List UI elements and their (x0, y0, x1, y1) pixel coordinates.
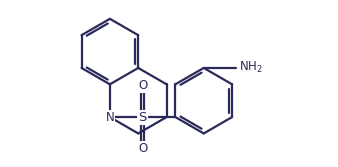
Text: O: O (138, 79, 147, 93)
Text: S: S (139, 111, 147, 124)
Text: NH$_2$: NH$_2$ (240, 60, 263, 75)
Text: O: O (138, 142, 147, 155)
Text: N: N (105, 111, 114, 124)
